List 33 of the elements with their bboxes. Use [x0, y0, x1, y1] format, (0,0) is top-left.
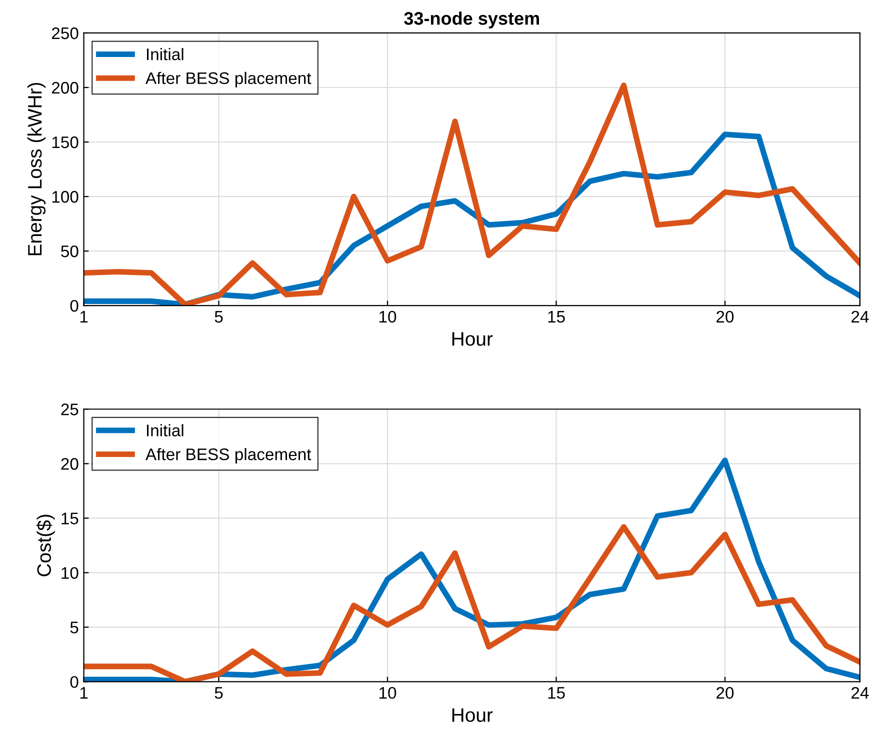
- x-tick-label: 10: [380, 686, 396, 699]
- x-tick-label: 24: [852, 686, 869, 699]
- x-tick-label: 10: [380, 310, 396, 323]
- x-tick-label: 15: [548, 687, 565, 699]
- legend-label: Initial: [146, 424, 184, 436]
- y-tick-label: 100: [52, 190, 78, 203]
- y-tick-label: 0: [70, 300, 78, 312]
- x-axis-title: Hour: [452, 708, 493, 722]
- y-tick-label: 0: [70, 676, 78, 688]
- x-tick-label: 5: [214, 687, 223, 699]
- legend-label: After BESS placement: [145, 448, 312, 464]
- legend-label: Initial: [146, 48, 184, 60]
- x-axis-title: Hour: [452, 332, 493, 346]
- y-tick-label: 5: [70, 622, 78, 634]
- x-tick-label: 1: [80, 311, 88, 322]
- chart-title: 33-node system: [404, 12, 539, 28]
- x-tick-label: 20: [716, 686, 734, 699]
- y-tick-label: 250: [52, 27, 78, 40]
- x-tick-label: 5: [214, 311, 223, 323]
- x-tick-label: 15: [548, 311, 565, 323]
- x-tick-label: 24: [852, 310, 869, 322]
- y-tick-label: 200: [52, 82, 78, 94]
- y-tick-label: 25: [61, 404, 78, 416]
- y-tick-label: 20: [61, 458, 78, 470]
- y-axis-title: Energy Loss (kWHr): [27, 82, 46, 256]
- y-tick-label: 15: [62, 512, 78, 524]
- y-tick-label: 50: [61, 245, 78, 258]
- y-axis-title: Cost($): [36, 514, 55, 576]
- x-tick-label: 20: [716, 310, 734, 323]
- y-tick-label: 150: [52, 136, 78, 148]
- x-tick-label: 1: [80, 687, 88, 699]
- y-tick-label: 10: [62, 567, 78, 579]
- legend-label: After BESS placement: [145, 72, 312, 88]
